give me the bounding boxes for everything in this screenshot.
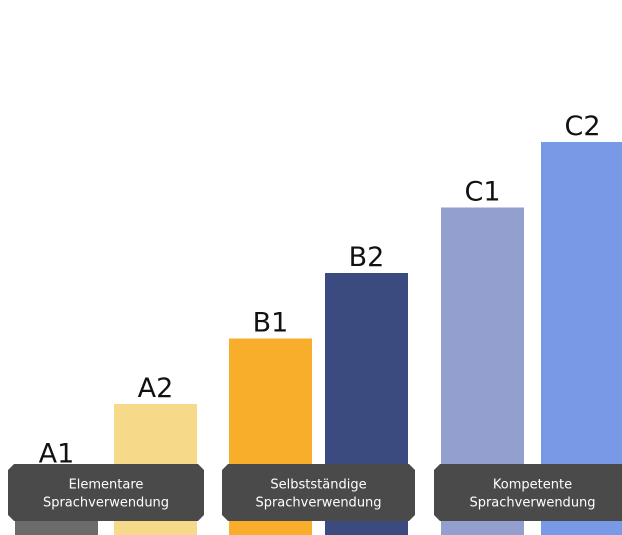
bar-label-b2: B2 (349, 242, 385, 273)
group-band-label-line1: Elementare (69, 478, 144, 493)
bar-label-a1: A1 (39, 439, 75, 470)
group-band-label-line2: Sprachverwendung (255, 496, 381, 511)
bar-label-b1: B1 (253, 308, 289, 339)
group-band-1 (8, 464, 204, 521)
group-band-label-line1: Selbstständige (270, 478, 366, 493)
bar-labels-layer: A1 A2 B1 B2 C1 C2 (39, 111, 601, 470)
bar-label-a2: A2 (138, 373, 174, 404)
group-band-label-line2: Sprachverwendung (469, 496, 595, 511)
group-band-label-line1: Kompetente (493, 478, 572, 493)
group-bands-layer: Elementare Sprachverwendung Selbstständige… (8, 464, 622, 521)
bar-label-c1: C1 (464, 177, 500, 208)
group-band-3 (434, 464, 622, 521)
group-band-2 (222, 464, 415, 521)
group-band-label-line2: Sprachverwendung (43, 496, 169, 511)
bar-label-c2: C2 (564, 111, 600, 142)
